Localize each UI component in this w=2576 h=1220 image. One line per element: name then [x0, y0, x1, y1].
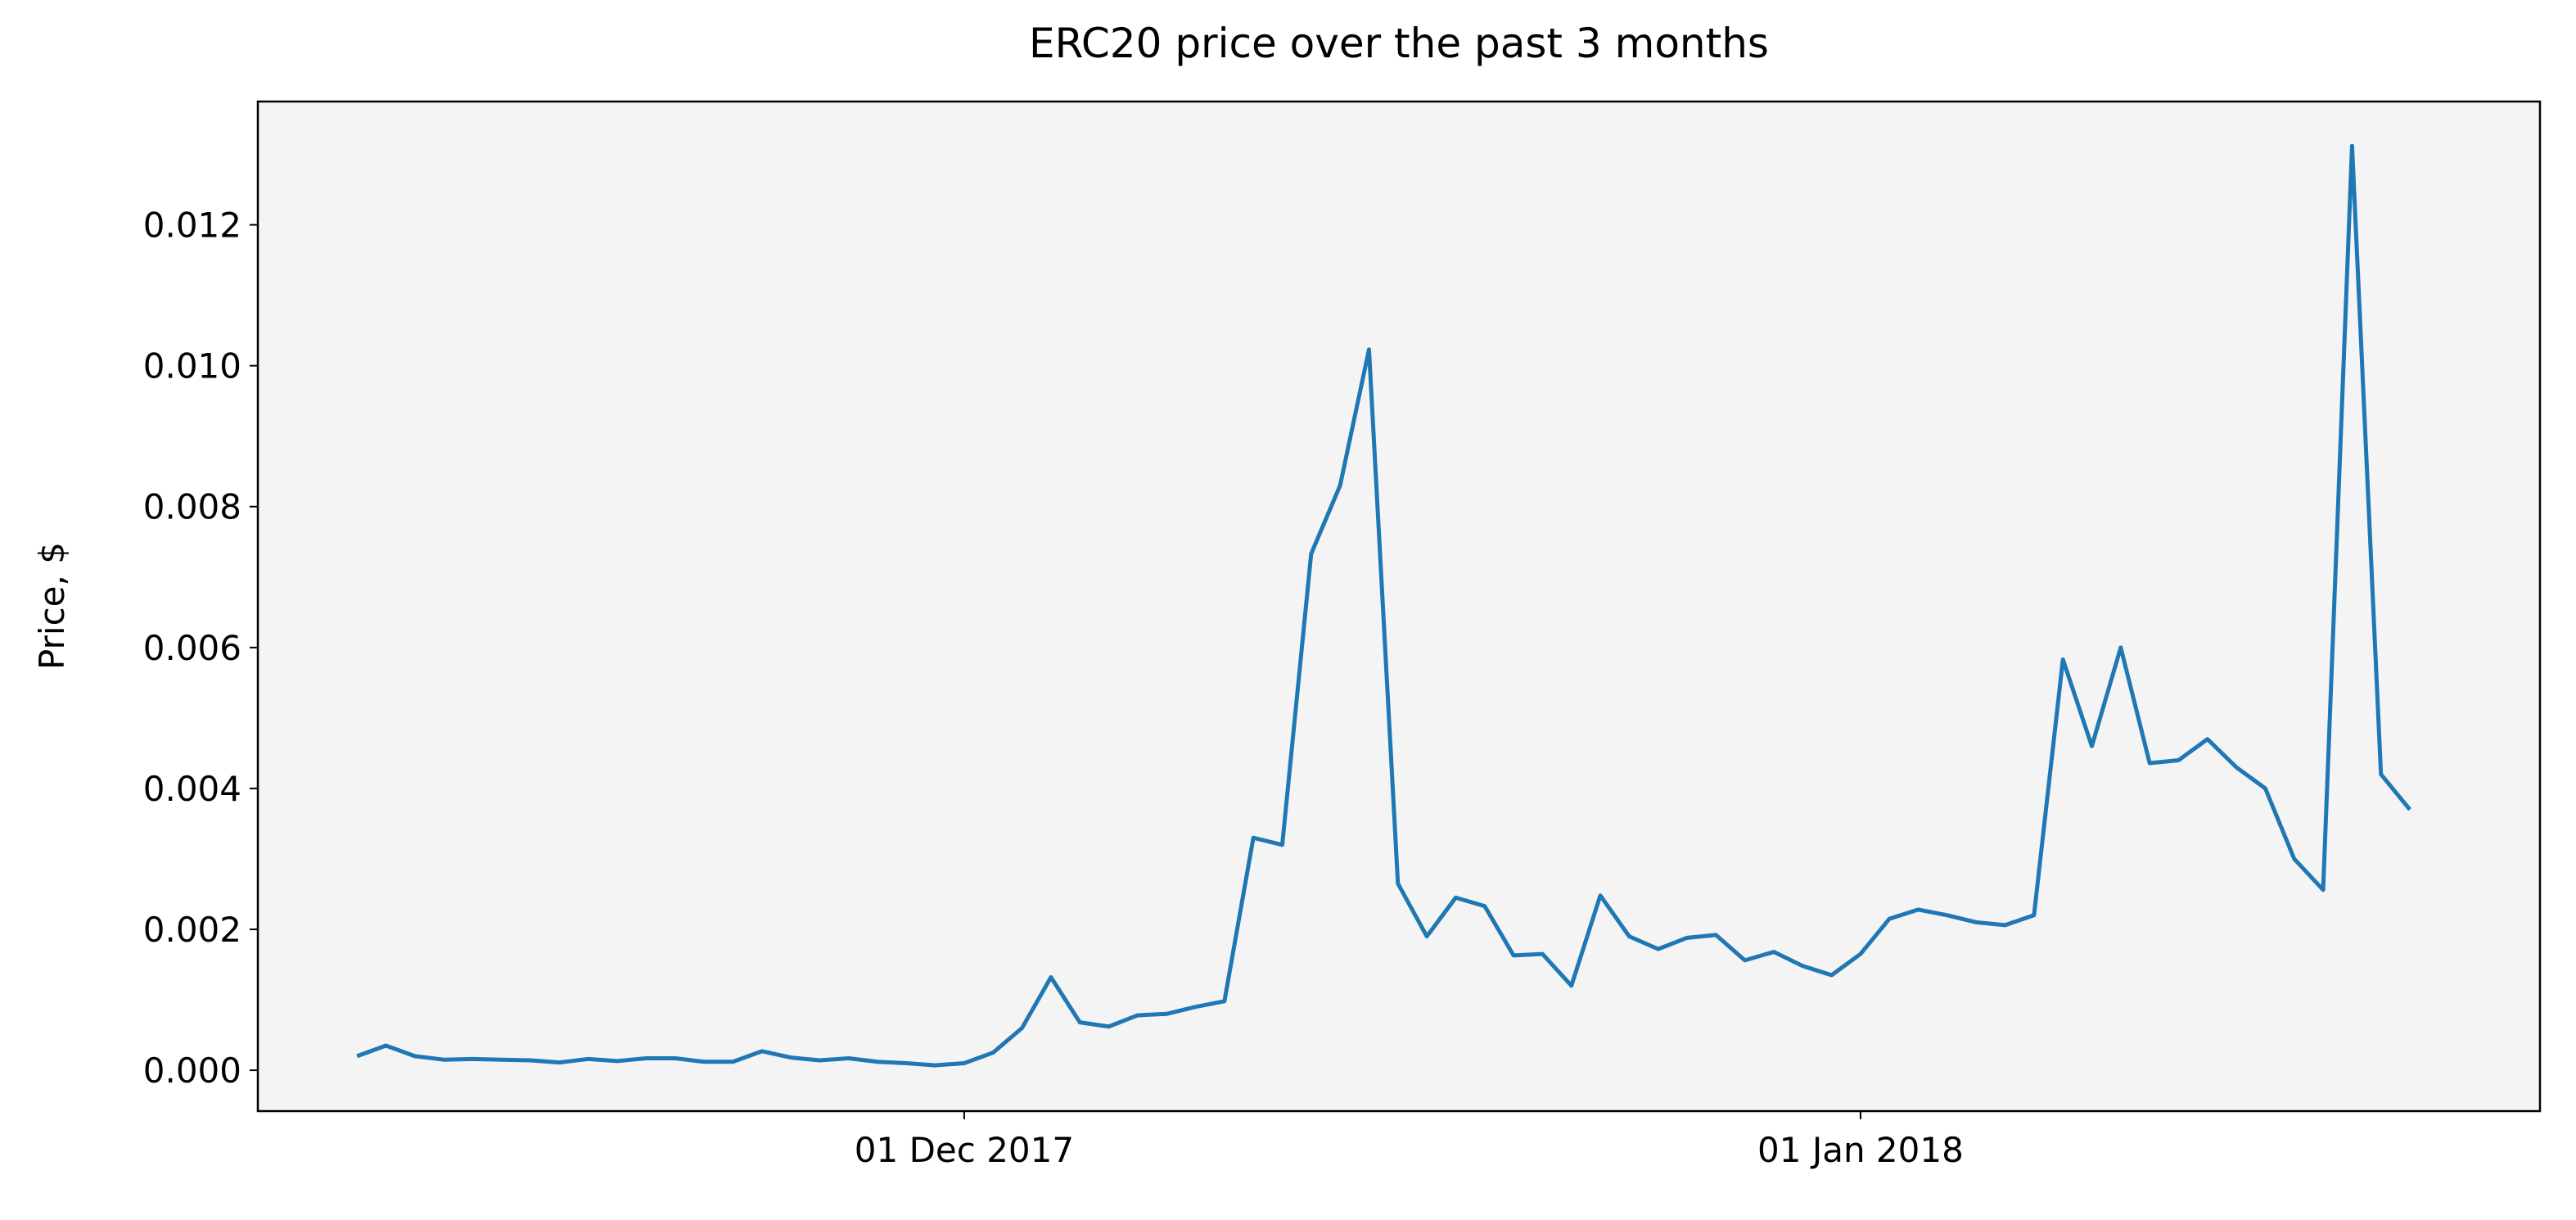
y-axis-label: Price, $: [32, 542, 72, 670]
x-tick-label: 01 Jan 2018: [1757, 1130, 1964, 1170]
price-line: [356, 143, 2411, 1068]
plot-area: [258, 102, 2540, 1111]
y-tick-label: 0.010: [143, 346, 241, 386]
y-tick-label: 0.002: [143, 910, 241, 950]
y-tick-label: 0.008: [143, 487, 241, 527]
y-tick-label: 0.004: [143, 769, 241, 809]
chart-title: ERC20 price over the past 3 months: [1029, 20, 1769, 67]
x-tick-label: 01 Dec 2017: [855, 1130, 1074, 1170]
y-tick-label: 0.012: [143, 206, 241, 246]
plot-frame: [256, 100, 2542, 1113]
y-tick-label: 0.000: [143, 1051, 241, 1091]
y-tick-label: 0.006: [143, 628, 241, 668]
